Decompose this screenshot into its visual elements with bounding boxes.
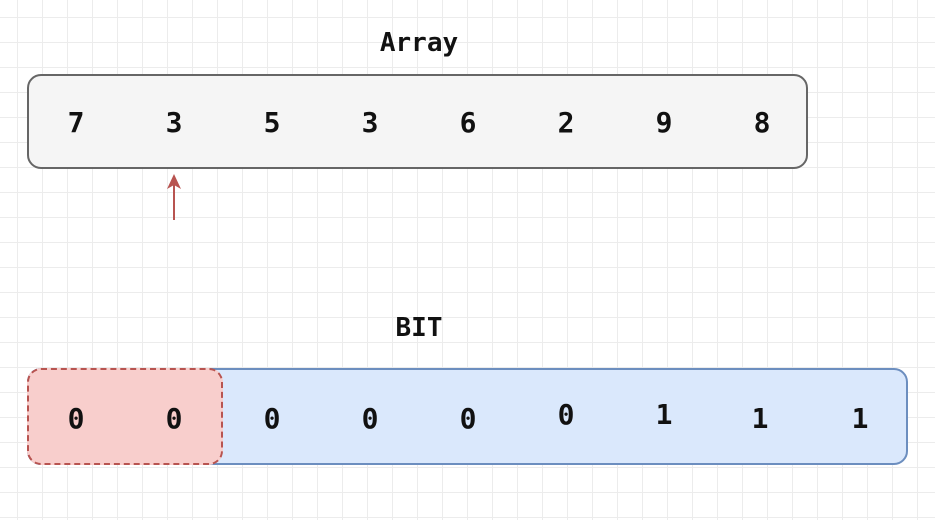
array-cell-7: 8 — [753, 106, 771, 139]
array-container — [27, 74, 808, 169]
bit-cell-5: 0 — [557, 398, 575, 431]
array-cell-2: 5 — [263, 106, 281, 139]
bit-cell-7: 1 — [751, 402, 769, 435]
bit-cell-8: 1 — [851, 402, 869, 435]
bit-cell-1: 0 — [165, 402, 183, 435]
array-cell-3: 3 — [361, 106, 379, 139]
bit-cell-0: 0 — [67, 402, 85, 435]
bit-cell-4: 0 — [459, 402, 477, 435]
array-cell-4: 6 — [459, 106, 477, 139]
up-arrow-icon — [167, 174, 181, 220]
bit-cell-3: 0 — [361, 402, 379, 435]
array-title: Array — [379, 28, 459, 58]
array-cell-1: 3 — [165, 106, 183, 139]
array-cell-0: 7 — [67, 106, 85, 139]
array-cell-5: 2 — [557, 106, 575, 139]
bit-title: BIT — [395, 313, 443, 343]
bit-highlight-region — [27, 368, 223, 465]
bit-cell-2: 0 — [263, 402, 281, 435]
array-cell-6: 9 — [655, 106, 673, 139]
bit-cell-6: 1 — [655, 398, 673, 431]
